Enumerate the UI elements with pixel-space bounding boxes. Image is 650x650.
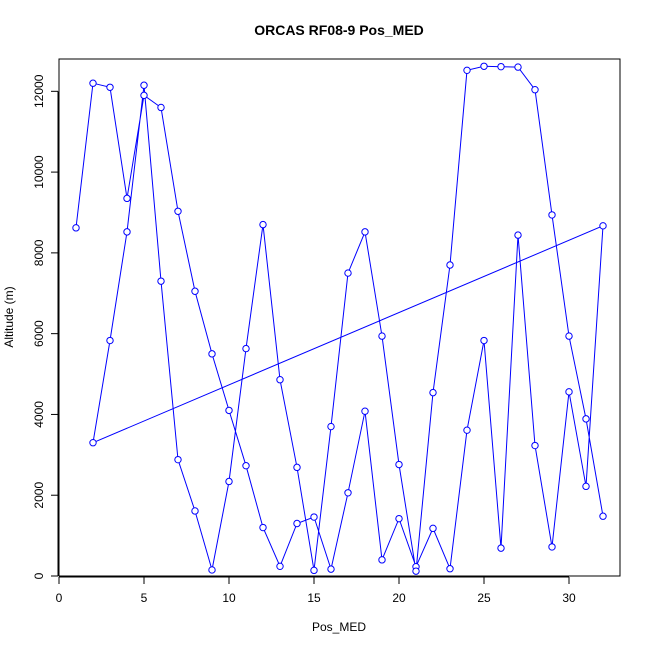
- y-tick-label: 0: [32, 572, 46, 579]
- data-point: [412, 567, 420, 575]
- x-tick-label: 10: [222, 591, 236, 605]
- data-point: [225, 406, 233, 415]
- y-tick-label: 12000: [32, 74, 46, 108]
- x-tick-label: 25: [477, 591, 491, 605]
- data-point: [344, 269, 352, 277]
- data-point: [276, 376, 284, 384]
- data-point: [276, 562, 284, 571]
- y-tick-label: 8000: [32, 239, 46, 266]
- data-point: [89, 439, 97, 447]
- x-tick-label: 20: [392, 591, 406, 605]
- data-point: [548, 543, 556, 551]
- data-point: [378, 556, 386, 564]
- data-point: [123, 228, 131, 236]
- data-point: [140, 81, 148, 89]
- y-axis-label: Altitude (m): [2, 286, 16, 347]
- data-point: [208, 350, 216, 358]
- data-point: [327, 565, 335, 573]
- data-point: [463, 426, 471, 434]
- x-tick-label: 15: [307, 591, 321, 605]
- x-tick-label: 0: [56, 591, 63, 605]
- data-point: [310, 566, 318, 575]
- data-point: [565, 388, 573, 396]
- data-point: [463, 66, 471, 75]
- data-point: [531, 441, 539, 450]
- y-axis: 0 2000 4000 6000 8000 10000 12000: [32, 74, 59, 579]
- x-tick-label: 30: [562, 591, 576, 605]
- data-point: [446, 565, 454, 573]
- data-point: [361, 228, 369, 236]
- y-tick-label: 6000: [32, 320, 46, 347]
- data-point: [123, 194, 131, 203]
- data-point: [429, 388, 437, 397]
- data-point: [242, 344, 250, 353]
- data-point: [361, 407, 369, 415]
- data-point: [497, 544, 505, 552]
- data-point: [208, 566, 216, 574]
- data-point: [259, 220, 267, 229]
- data-point: [582, 482, 590, 491]
- y-tick-label: 4000: [32, 401, 46, 428]
- data-point: [191, 507, 199, 515]
- y-tick-label: 10000: [32, 155, 46, 189]
- data-point: [293, 519, 301, 528]
- data-point: [548, 211, 556, 219]
- data-point: [497, 62, 505, 71]
- data-point: [395, 514, 403, 523]
- data-point: [429, 524, 437, 533]
- data-point: [514, 231, 522, 239]
- data-point: [480, 336, 488, 345]
- data-point: [446, 261, 454, 269]
- data-point: [174, 455, 182, 464]
- data-point: [225, 477, 233, 486]
- data-point: [89, 79, 97, 87]
- data-point: [259, 523, 267, 532]
- data-point: [531, 85, 539, 94]
- data-point: [599, 222, 607, 230]
- x-axis: 0 5 10 15 20 25 30: [56, 576, 576, 605]
- data-point: [242, 462, 250, 470]
- x-axis-label: Pos_MED: [312, 620, 366, 634]
- data-point: [293, 463, 301, 472]
- data-point: [565, 332, 573, 340]
- series-layer: [72, 62, 607, 575]
- data-point: [106, 336, 114, 345]
- x-tick-label: 5: [141, 591, 148, 605]
- data-point: [344, 489, 352, 497]
- data-point: [378, 332, 386, 340]
- data-point: [72, 224, 80, 232]
- plot-area-border: [58, 58, 621, 577]
- data-point: [327, 422, 335, 431]
- data-point: [582, 415, 590, 423]
- data-point: [191, 287, 199, 295]
- chart-title: ORCAS RF08-9 Pos_MED: [254, 22, 424, 38]
- data-point: [480, 62, 488, 70]
- data-point: [599, 512, 607, 520]
- y-tick-label: 2000: [32, 482, 46, 509]
- data-point: [395, 460, 403, 469]
- data-point: [140, 91, 148, 100]
- data-point: [157, 277, 165, 285]
- data-point: [174, 207, 182, 215]
- data-point: [157, 103, 165, 112]
- data-point: [106, 83, 114, 91]
- data-point: [310, 513, 318, 521]
- data-point: [514, 63, 522, 71]
